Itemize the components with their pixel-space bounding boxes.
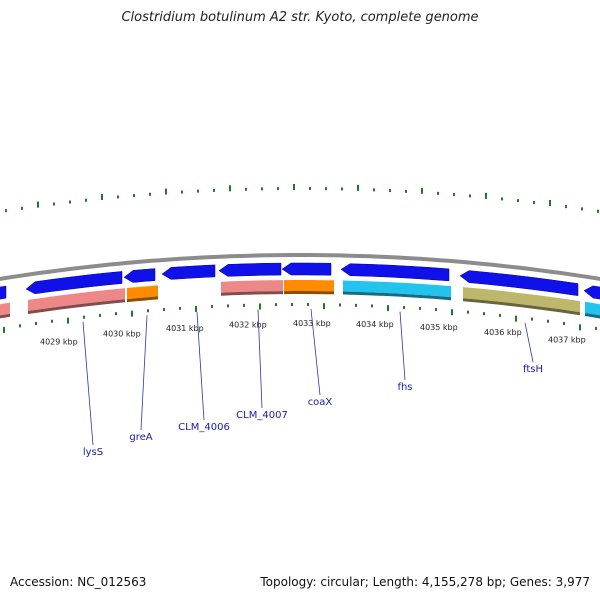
forward-gene-arrow xyxy=(583,285,600,300)
forward-gene-arrow xyxy=(0,285,7,300)
reverse-gene-block xyxy=(221,280,283,293)
reverse-gene-block xyxy=(28,288,125,311)
forward-gene-arrow xyxy=(161,264,216,280)
accession-text: Accession: NC_012563 xyxy=(10,575,147,589)
gene-leader-line xyxy=(82,321,94,446)
scale-label: 4030 kbp xyxy=(103,330,141,339)
gene-leader-line xyxy=(257,309,263,409)
reverse-gene-shadow xyxy=(463,298,580,316)
gene-label: CLM_4006 xyxy=(178,422,230,433)
scale-label: 4033 kbp xyxy=(293,319,331,328)
scale-label: 4031 kbp xyxy=(166,324,204,333)
scale-label: 4032 kbp xyxy=(229,320,267,329)
scale-label: 4036 kbp xyxy=(484,328,522,337)
genome-summary: Topology: circular; Length: 4,155,278 bp… xyxy=(260,575,590,589)
gene-leader-line xyxy=(310,308,321,396)
forward-gene-arrow xyxy=(281,262,332,276)
gene-leader-line xyxy=(524,322,534,363)
gene-leader-line xyxy=(140,315,148,431)
reverse-gene-shadow xyxy=(0,313,10,319)
reverse-gene-shadow xyxy=(127,296,158,303)
gene-label: CLM_4007 xyxy=(236,410,288,421)
map-title: Clostridium botulinum A2 str. Kyoto, com… xyxy=(121,10,479,25)
genome-backbone xyxy=(0,253,600,281)
reverse-gene-shadow xyxy=(28,299,125,314)
gene-label: coaX xyxy=(308,397,333,408)
forward-gene-arrow xyxy=(459,270,579,296)
forward-gene-arrow xyxy=(25,271,123,295)
reverse-gene-shadow xyxy=(585,313,600,319)
forward-gene-arrow xyxy=(340,263,450,282)
reverse-gene-block xyxy=(463,287,580,313)
forward-gene-arrow xyxy=(218,262,282,277)
reverse-gene-shadow xyxy=(343,291,451,301)
reverse-gene-block xyxy=(0,302,10,316)
scale-label: 4034 kbp xyxy=(356,320,394,329)
reverse-gene-block xyxy=(284,280,334,292)
gene-leader-line xyxy=(399,311,406,381)
gene-label: ftsH xyxy=(523,364,543,375)
reverse-gene-block xyxy=(343,280,451,298)
reverse-gene-block xyxy=(585,301,600,316)
gene-label: fhs xyxy=(397,382,412,393)
reverse-gene-shadow xyxy=(284,291,334,295)
gene-label: greA xyxy=(129,432,152,443)
scale-label: 4037 kbp xyxy=(548,336,586,345)
scale-label: 4029 kbp xyxy=(40,337,78,346)
gene-leader-line xyxy=(196,311,205,421)
gene-label: lysS xyxy=(83,447,103,458)
reverse-gene-block xyxy=(127,285,158,300)
forward-gene-arrow xyxy=(123,268,156,283)
reverse-gene-shadow xyxy=(221,291,283,296)
scale-label: 4035 kbp xyxy=(420,323,458,332)
